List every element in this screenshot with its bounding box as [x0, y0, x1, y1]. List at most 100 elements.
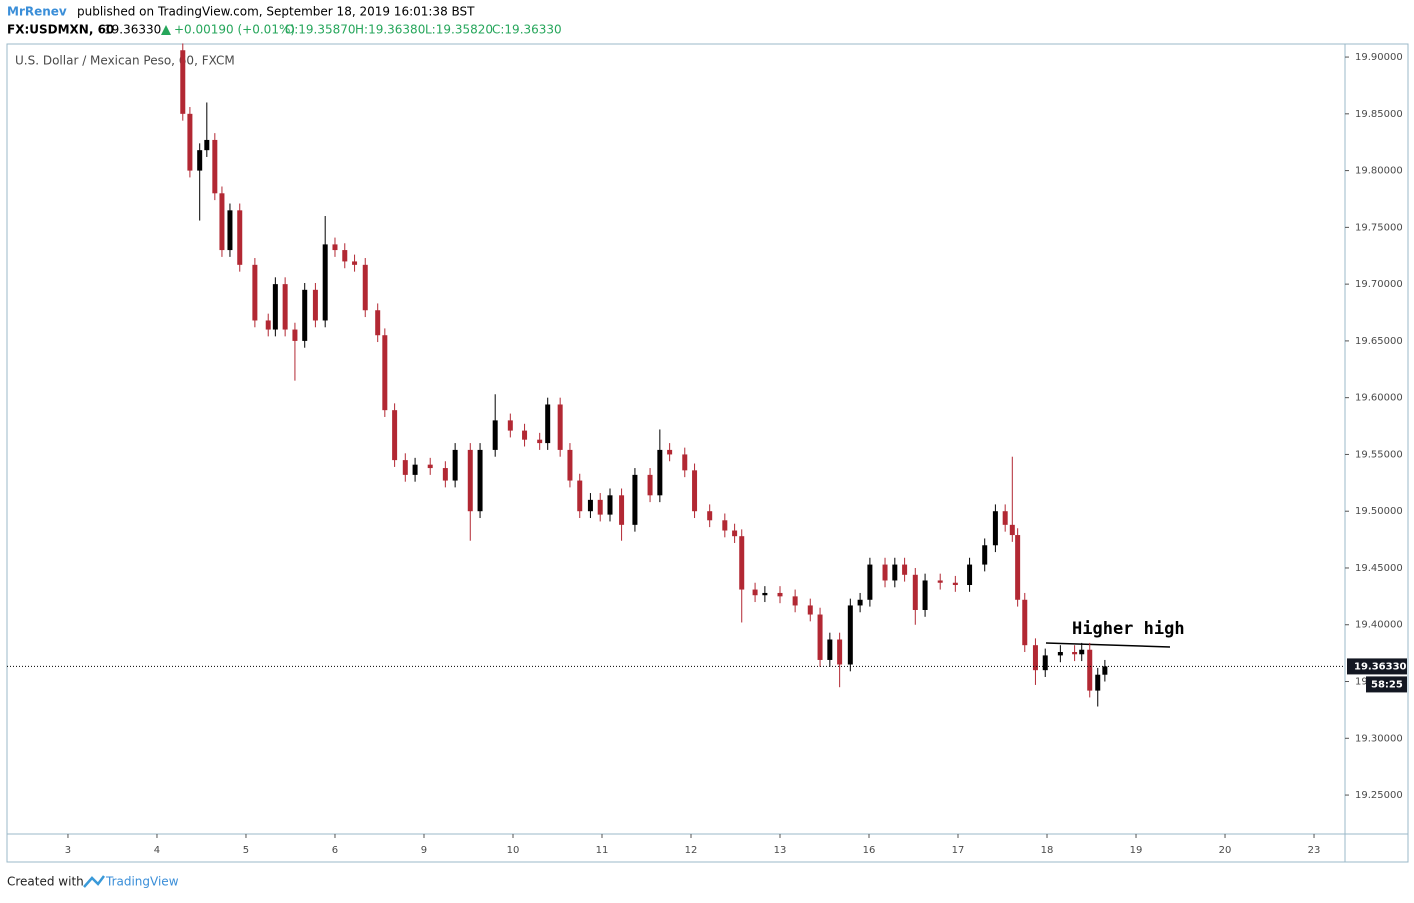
annotation: Higher high [1072, 619, 1185, 639]
logo [83, 875, 105, 888]
candle-body [522, 430, 528, 440]
ohlc-low: L:19.35820 [425, 23, 493, 37]
candle-body [607, 495, 613, 515]
chart-title: U.S. Dollar / Mexican Peso, 60, FXCM [15, 54, 235, 68]
candle-body [707, 511, 713, 521]
candle-body [792, 596, 798, 606]
last-price-box [1347, 658, 1407, 675]
x-tick-label: 6 [332, 845, 338, 856]
candle-body [442, 468, 448, 481]
candle-body [567, 449, 573, 481]
candle-body [219, 193, 225, 251]
y-tick-label: 19.55000 [1355, 449, 1403, 460]
candle-body [537, 439, 543, 444]
last-price-label: 19.36330 [1354, 661, 1407, 672]
candle-body [937, 580, 943, 583]
candle-body [362, 264, 368, 311]
y-tick-label: 19.75000 [1355, 222, 1403, 233]
footer-prefix: Created with [7, 875, 84, 889]
candle-body [817, 614, 823, 660]
candle-body [827, 639, 833, 660]
candle-body [237, 210, 243, 265]
ohlc-open: O:19.35870 [285, 23, 356, 37]
candle-body [657, 449, 663, 496]
candle-body [722, 520, 728, 531]
candle-body [302, 289, 308, 341]
candle-body [1095, 674, 1101, 691]
x-tick-label: 4 [154, 845, 160, 856]
x-tick-label: 20 [1219, 845, 1232, 856]
chart-frame [6, 43, 1409, 863]
candle-body [492, 420, 498, 450]
countdown: 58:25 [1371, 679, 1403, 690]
candle-body [902, 564, 908, 575]
candle-body [507, 420, 513, 431]
candle-body [375, 310, 381, 336]
candle-body [392, 410, 398, 461]
candle-body [982, 545, 988, 565]
candle-body [867, 564, 873, 600]
countdown-box [1366, 676, 1407, 693]
candle-body [545, 404, 551, 444]
x-tick-label: 13 [774, 845, 787, 856]
candle-body [322, 244, 328, 321]
ohlc-high: H:19.36380 [355, 23, 425, 37]
x-tick-label: 3 [65, 845, 71, 856]
candle-body [252, 264, 258, 321]
y-tick-label: 19.50000 [1355, 506, 1403, 517]
candle-body [1102, 666, 1108, 675]
candle-body [1032, 645, 1038, 671]
up-arrow [161, 25, 171, 35]
candle-body [647, 474, 653, 496]
candle-body [1042, 655, 1048, 671]
candle-body [1015, 535, 1021, 600]
candle-body [739, 536, 745, 590]
x-tick-label: 10 [507, 845, 520, 856]
candle-body [402, 460, 408, 475]
candle-body [427, 464, 433, 469]
x-tick-label: 9 [421, 845, 427, 856]
last-value: 19.36330 [104, 23, 161, 37]
candle-body [732, 530, 738, 537]
candle-body [752, 589, 758, 596]
candle-body [1057, 651, 1063, 656]
footer-brand[interactable]: TradingView [105, 875, 179, 889]
y-tick-label: 19.90000 [1355, 52, 1403, 63]
candle-body [187, 113, 193, 171]
y-tick-label: 19.25000 [1355, 790, 1403, 801]
x-tick-label: 18 [1041, 845, 1054, 856]
candle-body [857, 599, 863, 606]
published-info: published on TradingView.com, September … [77, 5, 475, 19]
candle-body [292, 329, 298, 341]
y-tick-label: 19.85000 [1355, 109, 1403, 120]
x-tick-label: 12 [685, 845, 698, 856]
y-tick-label: 19.65000 [1355, 336, 1403, 347]
candle-body [667, 449, 673, 455]
candle-body [452, 449, 458, 481]
author[interactable]: MrRenev [7, 5, 67, 19]
candle-body [777, 592, 783, 597]
candle-body [922, 580, 928, 610]
candle-body [632, 474, 638, 525]
candle-body [1009, 524, 1015, 536]
candle-body [847, 605, 853, 665]
candle-body [557, 404, 563, 450]
y-tick-label: 19.40000 [1355, 620, 1403, 631]
candle-body [1072, 651, 1078, 655]
y-tick-label: 19.80000 [1355, 166, 1403, 177]
candle-body [272, 284, 278, 330]
candle-body [597, 499, 603, 515]
x-tick-label: 5 [243, 845, 249, 856]
candle-body [312, 289, 318, 321]
trend-line [1045, 642, 1171, 648]
candle-body [807, 605, 813, 615]
candle-body [180, 50, 186, 114]
candle-body [352, 261, 358, 265]
candle-body [342, 250, 348, 262]
candle-body [992, 511, 998, 546]
y-tick-label: 19.60000 [1355, 393, 1403, 404]
candle-body [412, 464, 418, 475]
candle-body [1022, 599, 1028, 646]
candle-body [892, 564, 898, 581]
